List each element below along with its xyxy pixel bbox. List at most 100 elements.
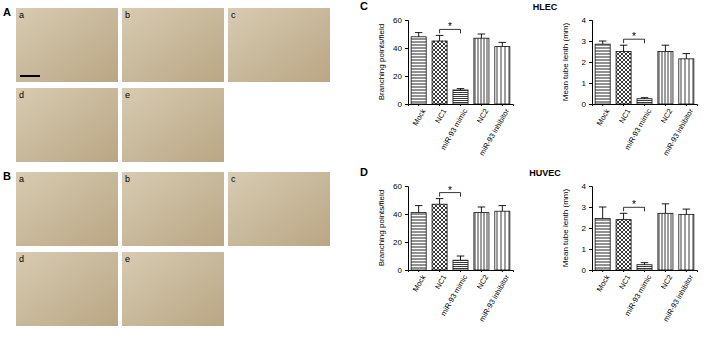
error-stem (665, 45, 666, 51)
error-stem (418, 206, 419, 213)
y-axis: 0 1 2 3 4 (582, 16, 593, 109)
plot-area (595, 204, 694, 270)
error-bar (415, 33, 423, 37)
error-cap (662, 203, 670, 204)
tick-label: Mock (595, 107, 612, 127)
tick-label: miR-93 inhibitor (477, 107, 511, 157)
tick-mark (644, 270, 645, 272)
tick-label: 4 (582, 16, 587, 25)
tick-label: 20 (393, 238, 402, 247)
tick-mark (589, 41, 592, 42)
axis-line (405, 187, 409, 271)
axis-line (589, 21, 593, 105)
error-cap (683, 209, 691, 210)
tick-label: Mock (411, 107, 428, 127)
axis-line (409, 105, 514, 107)
x-axis: MockNC1miR-93 mimicNC2miR-93 inhibitor (593, 270, 698, 323)
tick-mark (460, 104, 461, 106)
axis-line (589, 187, 593, 271)
error-cap (620, 45, 628, 46)
tick-label: 40 (393, 210, 402, 219)
tick-label: 0 (582, 100, 587, 109)
error-cap (641, 97, 649, 98)
bar (411, 213, 426, 270)
image-label: d (19, 90, 24, 100)
tick: Mock (411, 104, 428, 127)
error-cap (415, 32, 423, 33)
error-stem (602, 41, 603, 44)
image-label: d (19, 254, 24, 264)
bar (411, 37, 426, 104)
tick-mark (589, 270, 592, 271)
bar-chart: 0204060MockNC1miR-93 mimicNC2miR-93 inhi… (377, 16, 514, 157)
micrograph (122, 252, 224, 326)
tick-label: 1 (582, 245, 587, 254)
error-bar (499, 42, 507, 46)
tick: NC2 (475, 104, 490, 125)
error-cap (478, 34, 486, 35)
error-cap (499, 42, 507, 43)
tick: 3 (582, 203, 592, 212)
tick: miR-93 inhibitor (661, 104, 695, 157)
panel-label: A (3, 6, 11, 18)
x-axis: MockNC1miR-93 mimicNC2miR-93 inhibitor (409, 270, 514, 323)
error-cap (457, 256, 465, 257)
tick: 1 (582, 245, 592, 254)
axis-line (593, 105, 698, 107)
bar (495, 47, 510, 104)
bar (595, 219, 610, 270)
image-label: b (125, 174, 130, 184)
figure: AabcdeBabcdeCHLECDHUVEC0204060MockNC1miR… (0, 0, 709, 338)
tick-label: NC2 (659, 107, 674, 125)
panel-label: D (360, 166, 368, 178)
tick-label: NC1 (433, 273, 448, 291)
tick-mark (502, 270, 503, 272)
tick-mark (589, 249, 592, 250)
tick: miR-93 mimic (439, 270, 470, 317)
tick-label: Mock (411, 273, 428, 293)
tick-label: 1 (582, 79, 587, 88)
y-axis: 01234 (582, 182, 593, 275)
error-bar (436, 35, 444, 41)
tick: 40 (393, 44, 408, 53)
tick-mark (623, 104, 624, 106)
error-bar (620, 45, 628, 51)
tick-mark (589, 104, 592, 105)
bar (658, 213, 673, 270)
tick-label: miR-93 mimic (439, 107, 470, 151)
tick-label: NC2 (475, 107, 490, 125)
plot-area (411, 33, 510, 104)
tick-label: NC2 (659, 273, 674, 291)
error-bar (662, 204, 670, 213)
tick-label: 2 (582, 224, 587, 233)
error-cap (599, 41, 607, 42)
bar-chart: 01234MockNC1miR-93 mimicNC2miR-93 inhibi… (561, 16, 698, 157)
tick-mark (665, 270, 666, 272)
axis-line (405, 21, 409, 105)
bar (474, 213, 489, 270)
micrograph (16, 88, 118, 162)
tick-label: 3 (582, 37, 587, 46)
panel-title: HUVEC (529, 168, 561, 178)
bar (616, 220, 631, 270)
tick-label: NC1 (617, 107, 632, 125)
significance-label: * (632, 31, 636, 42)
tick: 60 (393, 16, 408, 25)
tick-label: 60 (393, 16, 402, 25)
tick-label: miR-93 inhibitor (661, 107, 695, 157)
tick-label: 2 (582, 58, 587, 67)
tick-mark (589, 186, 592, 187)
axis-title: Mean tube lenth (mm) (561, 189, 570, 268)
tick: 2 (582, 224, 592, 233)
error-bar (436, 199, 444, 205)
tick: 20 (393, 238, 408, 247)
error-stem (623, 45, 624, 51)
tick: NC1 (433, 270, 448, 291)
error-bar (415, 206, 423, 213)
tick: 40 (393, 210, 408, 219)
bar (432, 41, 447, 104)
tick: NC1 (617, 104, 632, 125)
tick-mark (405, 76, 408, 77)
tick-mark (481, 104, 482, 106)
error-bar (641, 98, 649, 99)
